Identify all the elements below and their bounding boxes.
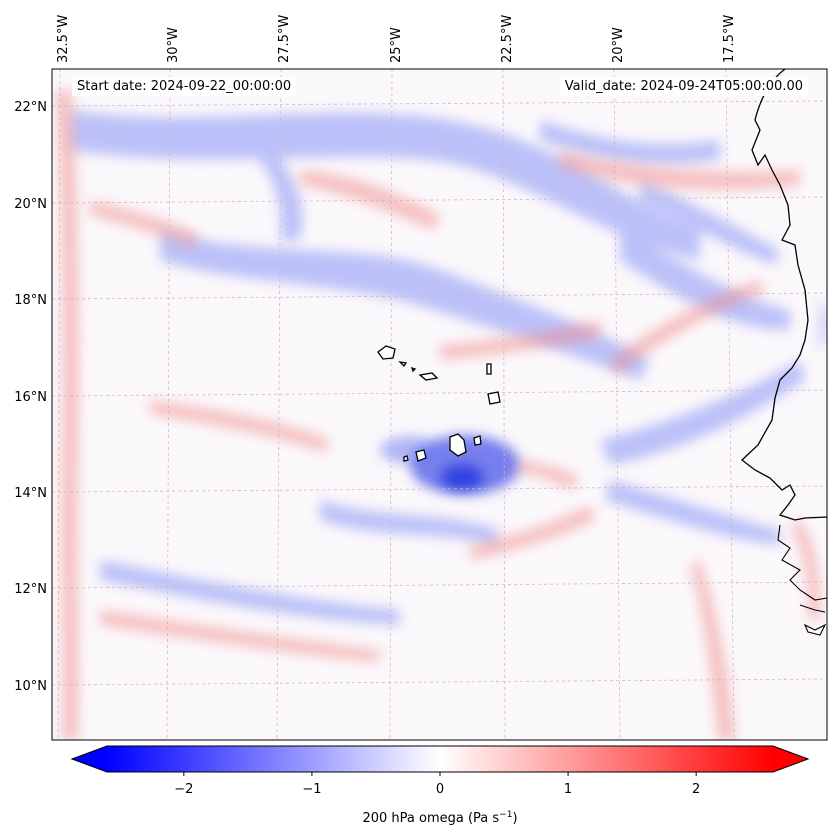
colorbar-tick-label: 0 — [436, 782, 444, 797]
lat-label: 12°N — [14, 582, 47, 597]
lon-label: 17.5°W — [722, 15, 737, 63]
colorbar-tick-label: 2 — [692, 782, 700, 797]
colorbar-tick-label: 1 — [564, 782, 572, 797]
start-date-label: Start date: 2024-09-22_00:00:00 — [72, 77, 297, 96]
map-border — [51, 68, 828, 741]
lat-label: 22°N — [14, 100, 47, 115]
lon-label: 30°W — [166, 27, 181, 63]
colorbar-tick-label: −2 — [174, 782, 193, 797]
lon-label: 20°W — [611, 27, 626, 63]
colorbar-gradient — [107, 746, 773, 772]
latitude-labels: 22°N 20°N 18°N 16°N 14°N 12°N 10°N — [14, 100, 47, 694]
lat-label: 10°N — [14, 679, 47, 694]
lon-label: 22.5°W — [500, 15, 515, 63]
colorbar-min-arrow — [72, 746, 107, 772]
cape-verde-islands — [377, 345, 501, 462]
lat-label: 14°N — [14, 486, 47, 501]
colorbar-max-arrow — [773, 746, 808, 772]
colorbar-ticks: −2 −1 0 1 2 — [174, 772, 700, 797]
valid-date-label: Valid_date: 2024-09-24T05:00:00.00 — [559, 77, 808, 96]
africa-coastline — [740, 68, 828, 521]
gridlines — [52, 69, 827, 740]
colorbar-outline — [70, 745, 810, 773]
lat-label: 16°N — [14, 390, 47, 405]
colorbar: −2 −1 0 1 2 200 hPa omega (Pa s−1) — [70, 745, 810, 826]
lon-label: 32.5°W — [56, 15, 71, 63]
lon-label: 25°W — [389, 27, 404, 63]
longitude-labels: 32.5°W 30°W 27.5°W 25°W 22.5°W 20°W 17.5… — [56, 15, 737, 63]
colorbar-label: 200 hPa omega (Pa s−1) — [362, 810, 517, 826]
omega-field — [52, 69, 827, 740]
map-panel — [51, 68, 828, 741]
lon-label: 27.5°W — [277, 15, 292, 63]
lat-label: 18°N — [14, 293, 47, 308]
colorbar-tick-label: −1 — [302, 782, 321, 797]
lat-label: 20°N — [14, 197, 47, 212]
